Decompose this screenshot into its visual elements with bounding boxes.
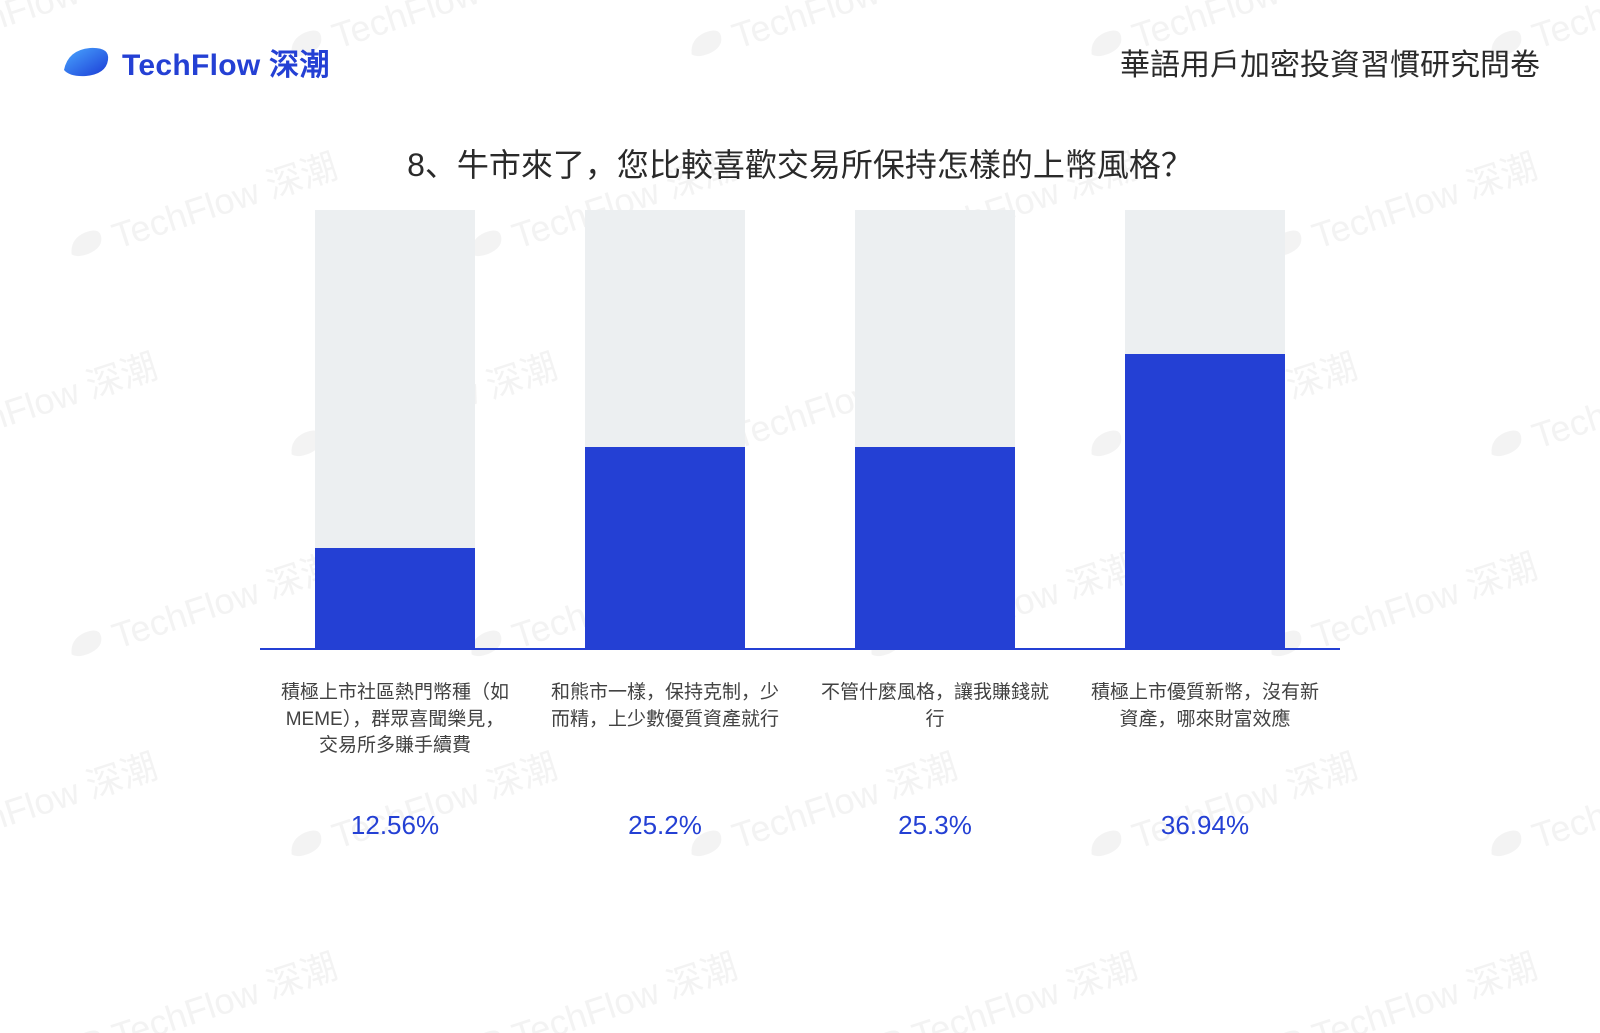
bar-slot <box>855 210 1015 648</box>
chart-value-labels: 12.56% 25.2% 25.3% 36.94% <box>260 810 1340 841</box>
brand-logo-text: TechFlow 深潮 <box>122 40 330 84</box>
chart-category-labels: 積極上市社區熱門幣種（如MEME），群眾喜聞樂見，交易所多賺手續費和熊市一樣，保… <box>260 680 1340 760</box>
chart-plot-area <box>260 210 1340 650</box>
watermark: TechFlow 深潮 <box>1479 338 1600 475</box>
bar-slot <box>585 210 745 648</box>
bar-slot <box>1125 210 1285 648</box>
value-label: 36.94% <box>1090 810 1320 841</box>
bar-slot <box>315 210 475 648</box>
value-label: 25.2% <box>550 810 780 841</box>
category-label: 不管什麼風格，讓我賺錢就行 <box>820 680 1050 760</box>
bar-fill <box>855 447 1015 648</box>
watermark: TechFlow 深潮 <box>0 738 163 875</box>
value-label: 25.3% <box>820 810 1050 841</box>
watermark: TechFlow 深潮 <box>1479 738 1600 875</box>
brand-logo: TechFlow 深潮 <box>60 40 330 84</box>
watermark: TechFlow 深潮 <box>1259 938 1543 1033</box>
category-label: 積極上市優質新幣，沒有新資產，哪來財富效應 <box>1090 680 1320 760</box>
header: TechFlow 深潮 華語用戶加密投資習慣研究問卷 <box>60 40 1540 84</box>
survey-title: 華語用戶加密投資習慣研究問卷 <box>1120 40 1540 84</box>
brand-leaf-icon <box>60 44 110 80</box>
watermark: TechFlow 深潮 <box>59 938 343 1033</box>
watermark: TechFlow 深潮 <box>459 938 743 1033</box>
bar-fill <box>315 548 475 648</box>
watermark: TechFlow 深潮 <box>859 938 1143 1033</box>
chart-title: 8、牛市來了，您比較喜歡交易所保持怎樣的上幣風格？ <box>0 140 1600 186</box>
category-label: 和熊市一樣，保持克制，少而精，上少數優質資產就行 <box>550 680 780 760</box>
bar-fill <box>585 447 745 648</box>
watermark: TechFlow 深潮 <box>0 338 163 475</box>
category-label: 積極上市社區熱門幣種（如MEME），群眾喜聞樂見，交易所多賺手續費 <box>280 680 510 760</box>
value-label: 12.56% <box>280 810 510 841</box>
bar-fill <box>1125 354 1285 648</box>
